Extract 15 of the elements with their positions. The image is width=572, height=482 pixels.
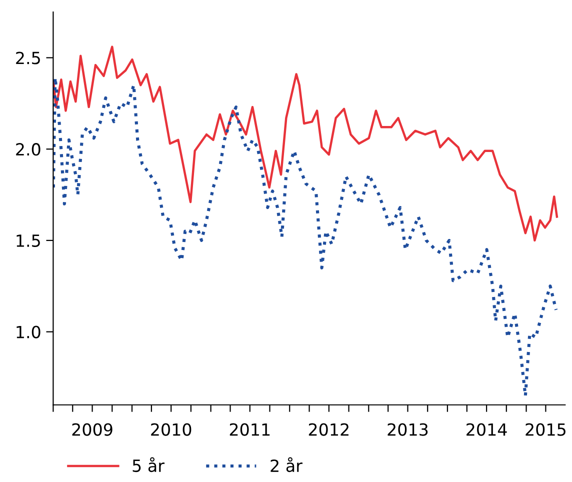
x-tick-label: 2012 bbox=[308, 423, 348, 436]
legend-label: 5 år bbox=[132, 457, 164, 472]
x-tick-label: 2013 bbox=[388, 423, 428, 436]
x-tick-label: 2010 bbox=[151, 423, 192, 436]
x-tick-label: 2011 bbox=[230, 423, 270, 436]
y-tick-label: 2.0 bbox=[16, 143, 40, 156]
x-tick-label: 2014 bbox=[466, 423, 507, 436]
y-tick-label: 1.0 bbox=[16, 326, 40, 338]
line-series bbox=[53, 76, 558, 398]
y-tick-label: 1.5 bbox=[16, 234, 40, 248]
line-series bbox=[53, 46, 558, 242]
legend-label: 2 år bbox=[270, 457, 302, 472]
y-tick-label: 2.5 bbox=[16, 52, 40, 64]
x-tick-label: 2009 bbox=[72, 423, 112, 436]
x-tick-label: 2015 bbox=[526, 423, 566, 436]
